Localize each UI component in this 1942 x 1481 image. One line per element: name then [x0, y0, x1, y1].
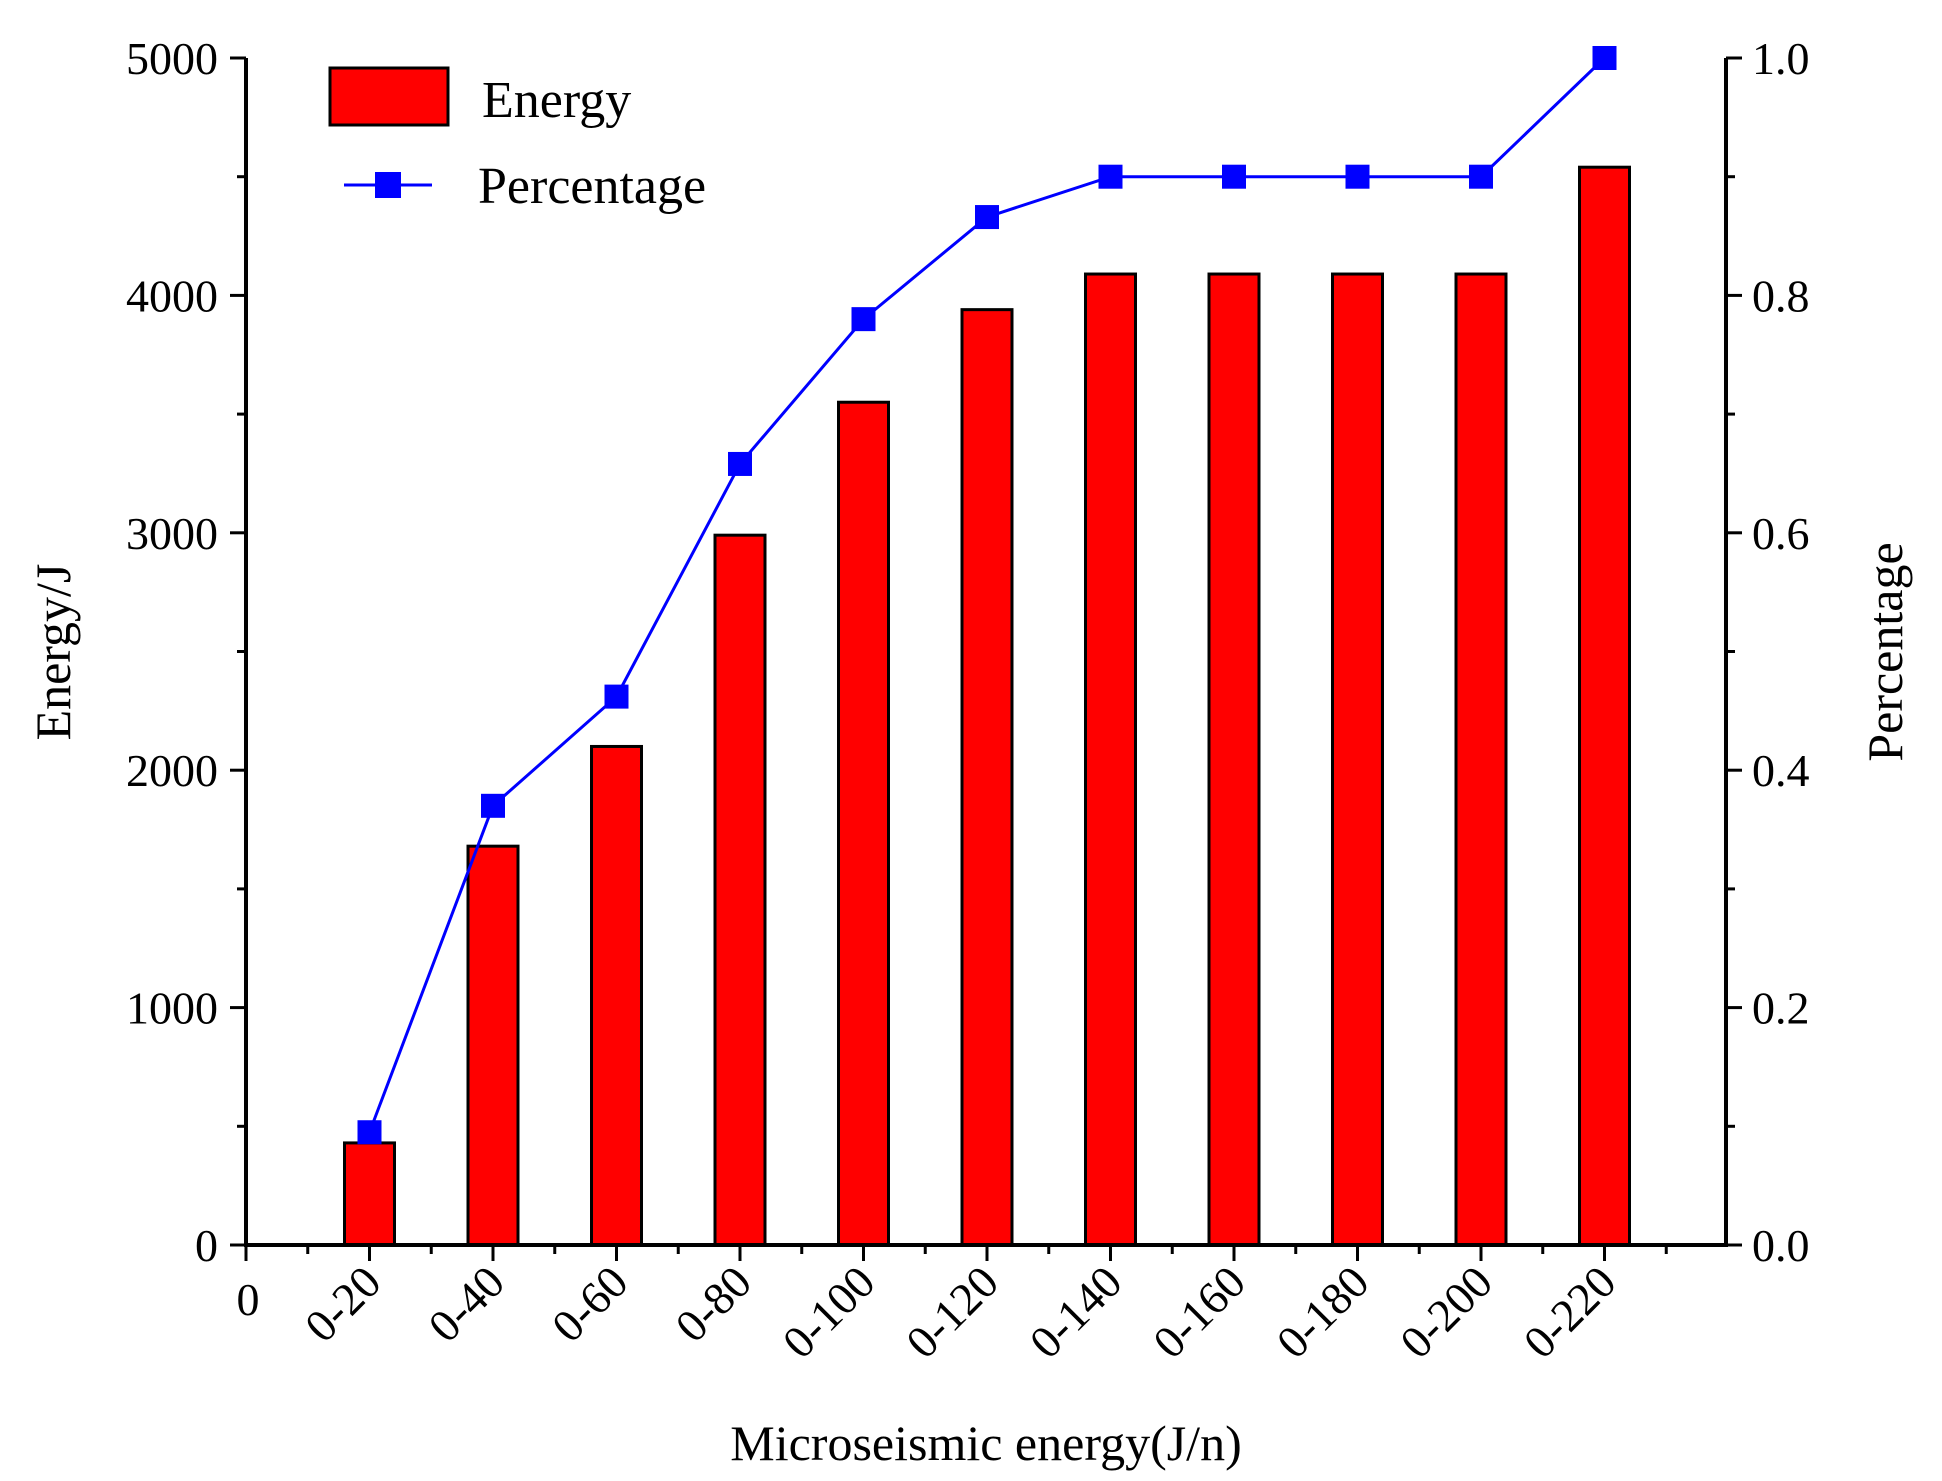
percentage-line	[357, 46, 1617, 1145]
x-tick-label: 0-160	[1143, 1256, 1255, 1368]
x-tick-label: 0-60	[542, 1256, 638, 1352]
y-tick-label: 0	[195, 1220, 218, 1271]
x-tick-label: 0-200	[1390, 1256, 1502, 1368]
legend-percentage-marker	[375, 172, 401, 198]
percentage-marker	[975, 205, 999, 230]
energy-bar	[1331, 272, 1384, 1247]
energy-bar	[960, 308, 1014, 1247]
percentage-marker	[1222, 164, 1246, 189]
axes	[244, 58, 1728, 1247]
percentage-marker	[481, 793, 505, 818]
y2-axis-title: Percentage	[1857, 542, 1913, 761]
x-zero-label: 0	[237, 1274, 260, 1325]
energy-bar	[713, 533, 767, 1247]
y-tick-label: 1000	[126, 983, 218, 1034]
axis-ticks	[230, 56, 1742, 1261]
y-tick-label: 4000	[126, 270, 218, 321]
percentage-marker	[851, 307, 876, 332]
percentage-marker	[357, 1120, 382, 1145]
y2-tick-label: 0.0	[1752, 1220, 1810, 1271]
y2-tick-label: 0.2	[1752, 983, 1810, 1034]
percentage-marker	[604, 684, 629, 709]
x-tick-label: 0-120	[896, 1256, 1008, 1368]
x-tick-label: 0-40	[418, 1256, 514, 1352]
legend-energy-swatch	[328, 66, 450, 127]
energy-bar	[1084, 272, 1137, 1247]
x-tick-label: 0-80	[665, 1256, 761, 1352]
energy-bar	[466, 844, 520, 1247]
y2-tick-label: 0.6	[1752, 508, 1810, 559]
energy-bar	[1454, 272, 1508, 1247]
y-tick-label: 2000	[126, 745, 218, 796]
legend-percentage-label: Percentage	[478, 158, 706, 215]
x-tick-label: 0-180	[1267, 1256, 1379, 1368]
y2-tick-label: 0.4	[1752, 745, 1810, 796]
y-tick-label: 3000	[126, 508, 218, 559]
x-tick-label: 0-140	[1020, 1256, 1132, 1368]
energy-bar	[343, 1141, 396, 1247]
y2-tick-label: 0.8	[1752, 270, 1810, 321]
x-tick-label: 0-100	[773, 1256, 885, 1368]
y-axis-title: Energy/J	[25, 564, 81, 741]
percentage-marker	[1469, 164, 1493, 189]
percentage-marker	[1345, 164, 1370, 189]
percentage-marker	[1098, 164, 1123, 189]
energy-bar	[1578, 165, 1631, 1247]
energy-bars	[343, 165, 1631, 1247]
energy-bar	[837, 400, 890, 1247]
y-tick-label: 5000	[126, 33, 218, 84]
x-tick-label: 0-20	[295, 1256, 391, 1352]
x-tick-label: 0-220	[1514, 1256, 1626, 1368]
legend: Energy Percentage	[328, 66, 706, 215]
percentage-marker	[1592, 46, 1617, 70]
percentage-marker	[728, 451, 752, 476]
energy-bar	[1207, 272, 1261, 1247]
energy-bar	[590, 744, 643, 1247]
legend-energy-label: Energy	[482, 72, 631, 129]
x-axis-title: Microseismic energy(J/n)	[730, 1415, 1241, 1471]
y2-tick-label: 1.0	[1752, 33, 1810, 84]
